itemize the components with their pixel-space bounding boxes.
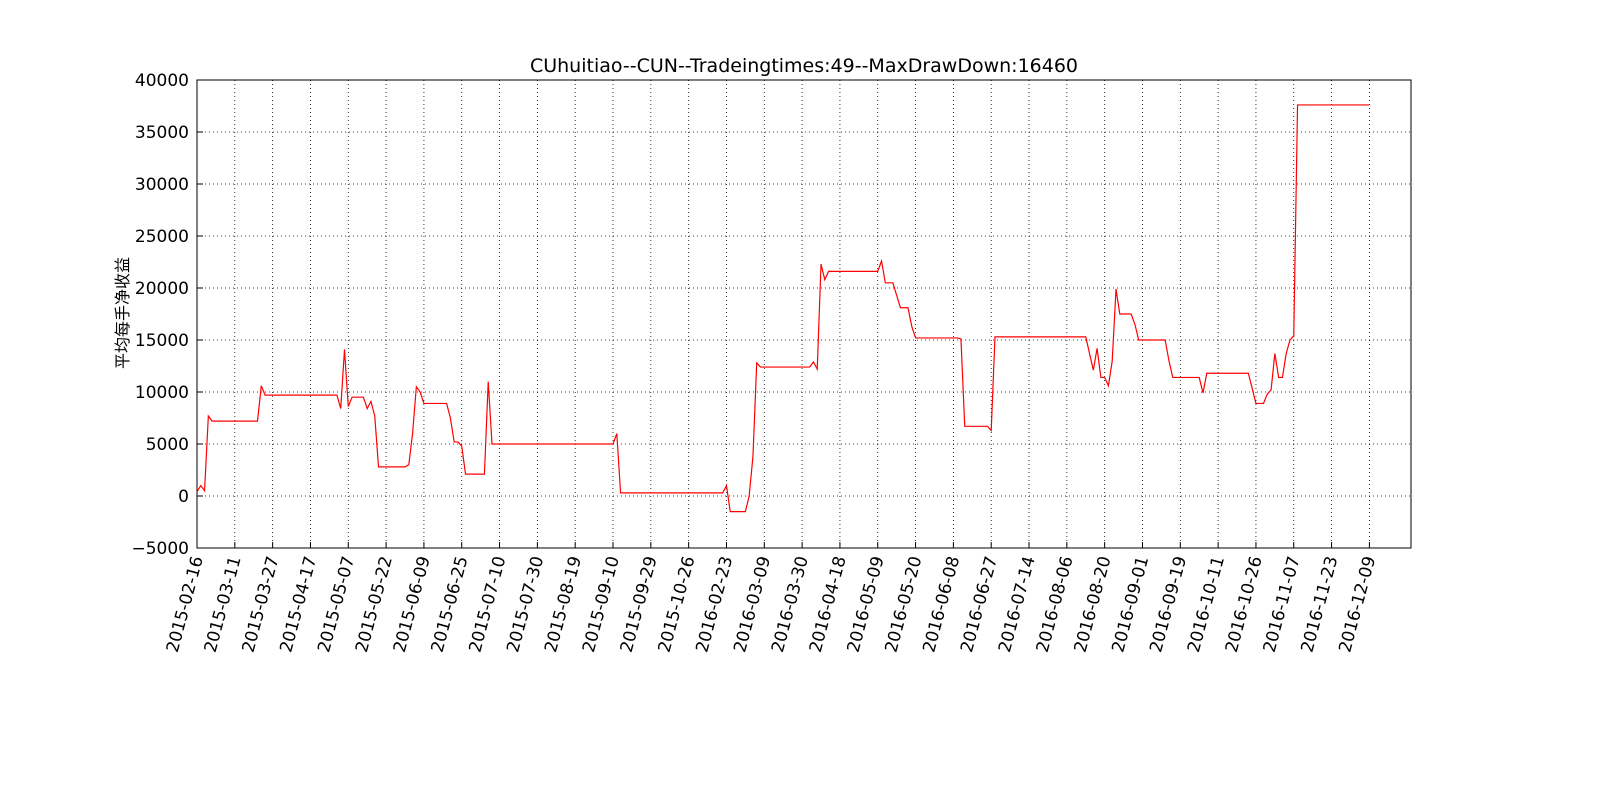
x-tick-label: 2016-09-01 bbox=[1108, 554, 1153, 655]
y-tick-label: 20000 bbox=[135, 279, 189, 299]
y-tick-label: 5000 bbox=[146, 435, 189, 455]
y-tick-label: 15000 bbox=[135, 331, 189, 351]
x-tick-label: 2016-10-26 bbox=[1222, 554, 1267, 655]
x-tick-label: 2015-05-07 bbox=[314, 554, 359, 655]
plot-frame bbox=[196, 79, 1412, 549]
x-tick-label: 2016-04-18 bbox=[806, 554, 851, 655]
x-tick-label: 2015-04-17 bbox=[276, 554, 321, 655]
x-tick-label: 2016-11-07 bbox=[1260, 554, 1305, 655]
x-tick-label: 2015-07-30 bbox=[503, 554, 548, 655]
x-tick-label: 2015-02-16 bbox=[163, 554, 208, 655]
x-tick-label: 2016-07-14 bbox=[995, 554, 1040, 655]
x-tick-label: 2015-09-29 bbox=[617, 554, 662, 655]
x-tick-label: 2015-06-09 bbox=[390, 554, 435, 655]
x-tick-label: 2016-08-20 bbox=[1071, 554, 1116, 655]
x-tick-label: 2016-06-08 bbox=[919, 554, 964, 655]
y-tick-label: 10000 bbox=[135, 383, 189, 403]
x-tick-label: 2016-03-09 bbox=[730, 554, 775, 655]
data-line bbox=[196, 104, 1370, 513]
y-axis-label: 平均每手净收益 bbox=[113, 257, 132, 369]
chart-title: CUhuitiao--CUN--Tradeingtimes:49--MaxDra… bbox=[530, 55, 1078, 77]
x-tick-label: 2016-05-09 bbox=[844, 554, 889, 655]
x-tick-label: 2016-12-09 bbox=[1335, 554, 1380, 655]
x-tick-label: 2016-05-20 bbox=[882, 554, 927, 655]
x-tick-label: 2016-09-19 bbox=[1146, 554, 1191, 655]
x-tick-label: 2015-05-22 bbox=[352, 554, 397, 655]
x-tick-label: 2015-09-10 bbox=[579, 554, 624, 655]
y-tick-label: 0 bbox=[178, 487, 189, 507]
y-tick-label: −5000 bbox=[131, 539, 189, 559]
x-tick-label: 2016-11-23 bbox=[1298, 554, 1343, 655]
x-tick-label: 2016-06-27 bbox=[957, 554, 1002, 655]
x-tick-label: 2015-03-27 bbox=[239, 554, 284, 655]
x-tick-label: 2015-03-11 bbox=[201, 554, 246, 655]
x-tick-label: 2015-08-19 bbox=[541, 554, 586, 655]
x-tick-label: 2015-06-25 bbox=[428, 554, 473, 655]
x-tick-label: 2016-08-06 bbox=[1033, 554, 1078, 655]
x-tick-label: 2016-02-23 bbox=[692, 554, 737, 655]
x-tick-label: 2015-10-26 bbox=[655, 554, 700, 655]
x-tick-label: 2016-03-30 bbox=[768, 554, 813, 655]
y-tick-label: 40000 bbox=[135, 71, 189, 91]
y-tick-label: 35000 bbox=[135, 123, 189, 143]
x-tick-label: 2015-07-10 bbox=[465, 554, 510, 655]
x-tick-label: 2016-10-11 bbox=[1184, 554, 1229, 655]
y-tick-label: 30000 bbox=[135, 175, 189, 195]
y-tick-label: 25000 bbox=[135, 227, 189, 247]
